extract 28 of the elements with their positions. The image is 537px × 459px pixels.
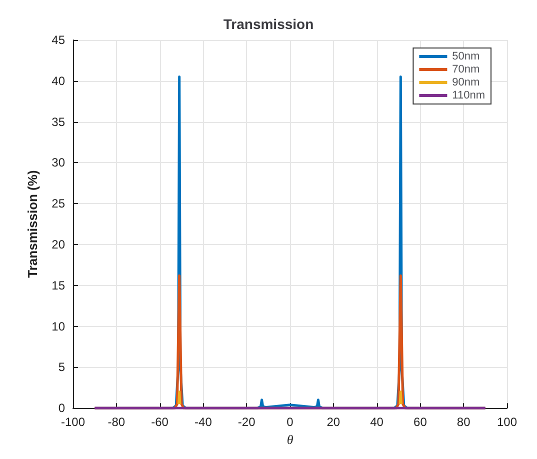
- y-tick-label: 45: [52, 33, 66, 47]
- y-tick-label: 0: [58, 401, 66, 416]
- legend-label: 110nm: [452, 90, 486, 102]
- x-tick-label: 40: [370, 415, 384, 430]
- x-tick-label: 60: [414, 415, 428, 430]
- x-tick-label: -60: [151, 415, 169, 430]
- x-tick-label: 80: [456, 415, 471, 430]
- y-tick-label: 20: [52, 238, 66, 252]
- y-tick-label: 40: [52, 74, 66, 88]
- legend-label: 70nm: [452, 64, 480, 76]
- chart-title: Transmission: [223, 16, 314, 32]
- y-tick-label: 15: [52, 278, 66, 292]
- x-tick-label: 20: [326, 415, 340, 430]
- x-tick-label: -100: [60, 415, 86, 430]
- x-tick-label: 100: [496, 415, 518, 430]
- legend-label: 50nm: [452, 50, 480, 62]
- y-tick-label: 5: [58, 360, 66, 374]
- x-tick-label: -40: [194, 415, 212, 430]
- y-axis-title: Transmission (%): [25, 170, 40, 278]
- y-tick-label: 25: [52, 196, 66, 211]
- x-tick-label: 0: [286, 415, 294, 430]
- legend-label: 90nm: [452, 76, 480, 88]
- x-tick-label: -20: [238, 415, 256, 430]
- x-axis-title: θ: [286, 432, 294, 447]
- y-tick-label: 30: [52, 156, 66, 170]
- x-tick-label: -80: [108, 415, 126, 430]
- y-tick-label: 10: [52, 319, 66, 334]
- y-tick-label: 35: [52, 114, 66, 129]
